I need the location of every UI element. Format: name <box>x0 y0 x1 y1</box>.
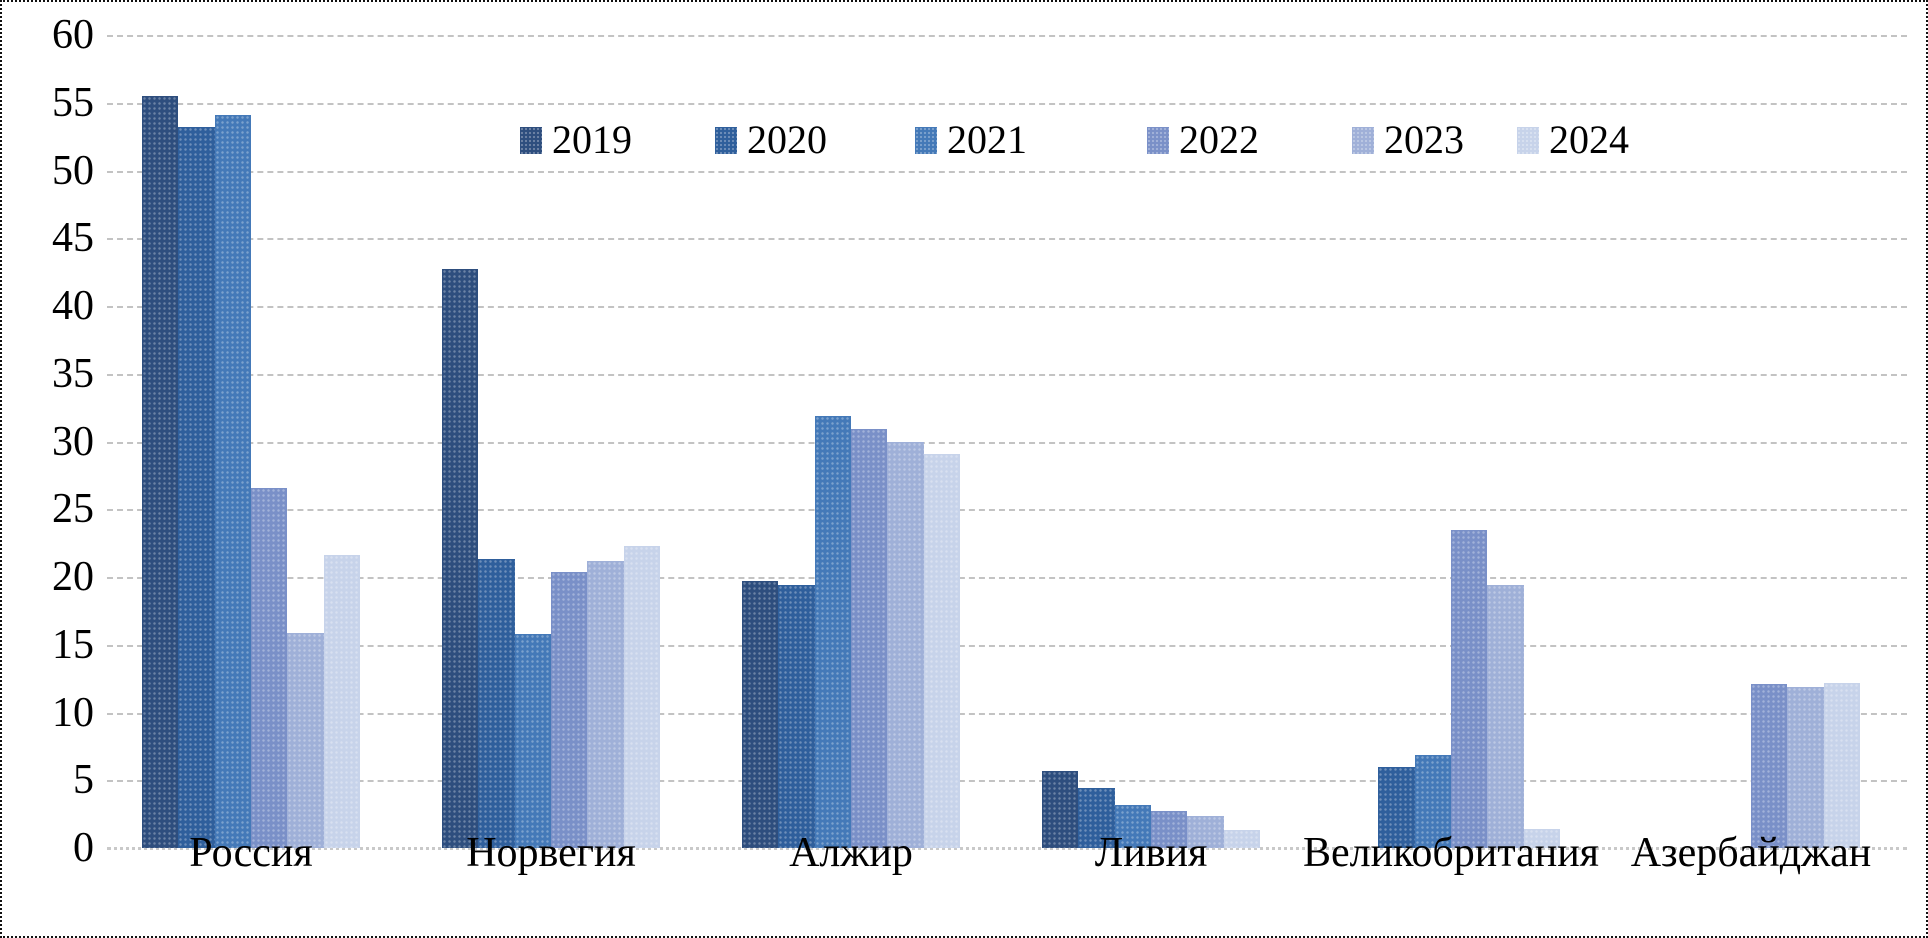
gridline-40 <box>107 306 1907 308</box>
legend-item-2021: 2021 <box>915 120 1027 160</box>
gridline-10 <box>107 712 1907 715</box>
y-tick-label-35: 35 <box>52 350 94 397</box>
legend-swatch-icon-2022 <box>1147 126 1169 154</box>
gridline-60 <box>107 35 1907 37</box>
y-tick-label-45: 45 <box>52 215 94 262</box>
gridline-45 <box>107 238 1907 241</box>
x-axis-label-Азербайджан: Азербайджан <box>1630 830 1872 876</box>
y-tick-label-25: 25 <box>52 486 94 533</box>
gridline-20 <box>107 577 1907 579</box>
legend-swatch-icon-2020 <box>715 126 737 154</box>
y-tick-label-15: 15 <box>52 621 94 668</box>
bar-2020-Алжир <box>778 585 815 848</box>
bar-2024-Азербайджан <box>1823 682 1860 848</box>
x-axis-label-Великобритания: Великобритания <box>1303 830 1599 876</box>
gridline-25 <box>107 509 1907 512</box>
legend-swatch-icon-2021 <box>915 126 937 154</box>
bar-2019-Ливия <box>1042 770 1079 848</box>
x-axis-label-Россия: Россия <box>189 830 313 876</box>
bar-2022-Алжир <box>851 429 888 848</box>
legend-label-2021: 2021 <box>947 117 1027 162</box>
bar-2021-Великобритания <box>1414 754 1451 848</box>
legend-label-2023: 2023 <box>1384 117 1464 162</box>
y-tick-label-40: 40 <box>52 283 94 329</box>
bar-group-Алжир <box>742 35 960 848</box>
x-axis-label-Алжир: Алжир <box>789 830 913 876</box>
plot-area <box>107 35 1907 850</box>
legend-item-2020: 2020 <box>715 120 827 160</box>
bar-2023-Норвегия <box>587 560 624 848</box>
bar-2020-Россия <box>178 127 215 848</box>
y-tick-label-55: 55 <box>52 79 94 126</box>
bar-2024-Россия <box>323 555 360 848</box>
gridline-35 <box>107 373 1907 376</box>
bar-2021-Россия <box>214 114 251 848</box>
bar-2022-Норвегия <box>551 571 588 848</box>
y-tick-label-5: 5 <box>73 757 94 804</box>
bar-2023-Алжир <box>887 441 924 848</box>
bar-2021-Алжир <box>814 415 851 848</box>
bar-2022-Ливия <box>1151 811 1188 848</box>
bar-group-Норвегия <box>442 35 660 848</box>
bar-2024-Алжир <box>923 453 960 848</box>
y-tick-label-10: 10 <box>52 689 94 736</box>
legend-swatch-icon-2023 <box>1352 126 1374 154</box>
bar-2019-Россия <box>142 96 179 848</box>
bar-2023-Ливия <box>1187 815 1224 848</box>
x-axis-label-Норвегия: Норвегия <box>466 830 636 876</box>
y-tick-label-50: 50 <box>52 147 94 194</box>
bar-2020-Ливия <box>1078 788 1115 848</box>
x-axis-line <box>107 847 1907 850</box>
gridline-5 <box>107 780 1907 783</box>
gridline-50 <box>107 170 1907 173</box>
bar-2022-Азербайджан <box>1751 684 1788 848</box>
bar-2021-Норвегия <box>514 633 551 848</box>
legend-label-2020: 2020 <box>747 117 827 162</box>
y-tick-label-20: 20 <box>52 554 94 600</box>
bar-group-Россия <box>142 35 360 848</box>
gridline-55 <box>107 102 1907 105</box>
legend-swatch-icon-2019 <box>520 126 542 154</box>
bar-2019-Алжир <box>742 581 779 848</box>
bar-group-Великобритания <box>1342 35 1560 848</box>
bar-group-Азербайджан <box>1642 35 1860 848</box>
bar-2019-Норвегия <box>442 269 479 848</box>
bar-2020-Великобритания <box>1378 766 1415 848</box>
bar-2020-Норвегия <box>478 559 515 848</box>
legend-item-2019: 2019 <box>520 120 632 160</box>
bar-2024-Великобритания <box>1523 829 1560 848</box>
legend-item-2023: 2023 <box>1352 120 1464 160</box>
bar-2023-Великобритания <box>1487 585 1524 848</box>
legend-label-2019: 2019 <box>552 117 632 162</box>
legend-item-2022: 2022 <box>1147 120 1259 160</box>
bar-2022-Россия <box>251 487 288 848</box>
y-tick-label-60: 60 <box>52 12 94 58</box>
gridline-15 <box>107 644 1907 647</box>
bar-2024-Ливия <box>1223 830 1260 848</box>
bar-2021-Ливия <box>1114 804 1151 848</box>
legend-item-2024: 2024 <box>1517 120 1629 160</box>
y-tick-label-0: 0 <box>73 825 94 871</box>
bar-2023-Азербайджан <box>1787 686 1824 848</box>
y-tick-label-30: 30 <box>52 418 94 465</box>
bar-group-Ливия <box>1042 35 1260 848</box>
bar-2022-Великобритания <box>1451 529 1488 848</box>
x-axis-label-Ливия: Ливия <box>1094 830 1208 876</box>
gridline-30 <box>107 441 1907 444</box>
legend-swatch-icon-2024 <box>1517 126 1539 154</box>
bar-2024-Норвегия <box>623 545 660 848</box>
legend-label-2024: 2024 <box>1549 117 1629 162</box>
bar-2023-Россия <box>287 632 324 848</box>
legend-label-2022: 2022 <box>1179 117 1259 162</box>
